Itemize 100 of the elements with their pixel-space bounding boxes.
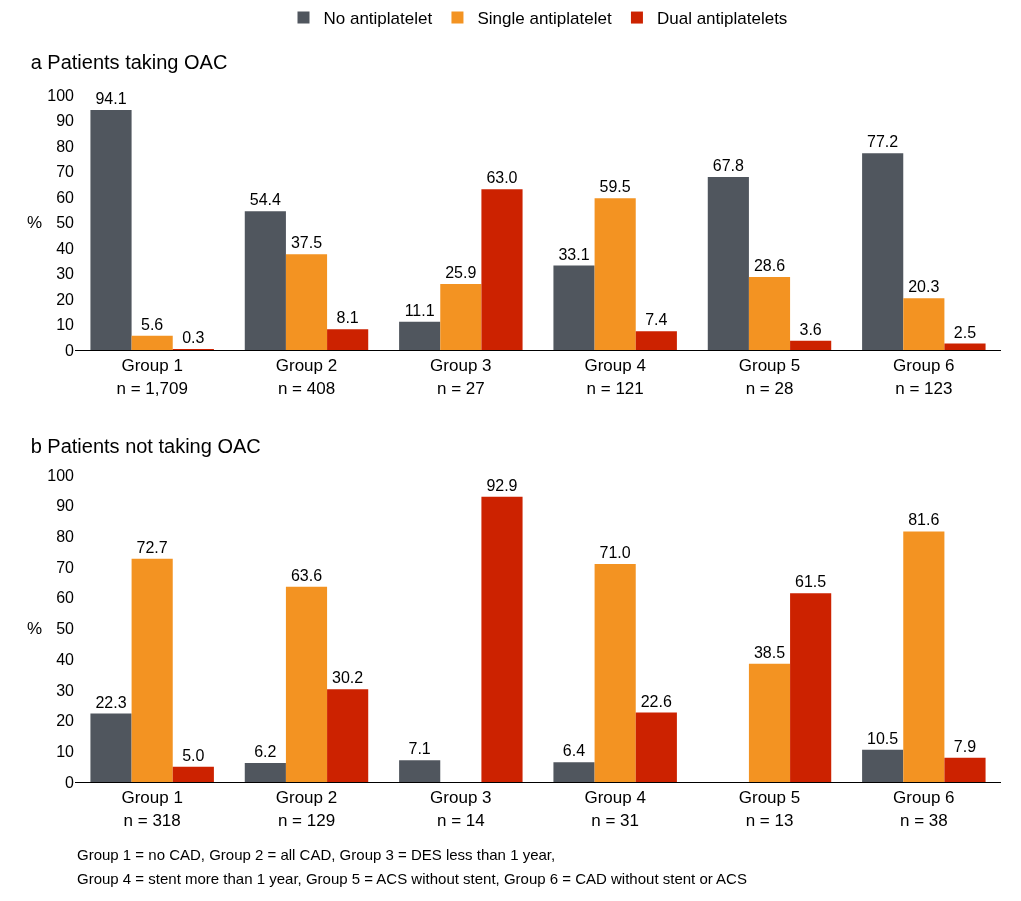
data-label: 67.8 [712, 157, 744, 175]
bar [790, 593, 832, 782]
bar [172, 766, 214, 782]
x-tick-label: Group 4 n = 121 [584, 356, 646, 398]
y-tick-label: 10 [56, 742, 75, 760]
x-tick-label: Group 5 n = 28 [738, 356, 801, 398]
bar [90, 713, 132, 782]
y-tick-label: 100 [47, 466, 75, 484]
x-tick-label: Group 5 n = 13 [738, 788, 801, 830]
legend-label: No antiplatelet [323, 9, 433, 29]
data-label: 5.6 [140, 315, 164, 333]
bar [790, 340, 832, 350]
y-tick-label: 30 [56, 681, 75, 699]
bar [244, 762, 286, 782]
bar [481, 189, 523, 350]
bar [90, 110, 132, 350]
bar [131, 335, 173, 350]
data-label: 7.4 [645, 311, 668, 329]
y-tick-label: 100 [47, 86, 75, 104]
bar [594, 198, 636, 350]
bar [481, 496, 523, 782]
bar [862, 749, 904, 782]
bar [327, 329, 369, 350]
bar [862, 153, 904, 350]
y-tick-label: 20 [56, 712, 75, 730]
y-tick-label: 10 [56, 316, 75, 334]
data-label: 28.6 [753, 257, 786, 275]
data-label: 7.9 [953, 737, 977, 755]
data-label: 10.5 [867, 729, 899, 747]
x-tick-label: Group 6 n = 123 [893, 356, 955, 398]
data-label: 6.2 [254, 742, 277, 760]
data-label: 20.3 [908, 278, 940, 296]
bar [748, 277, 791, 350]
y-tick-label: 20 [56, 290, 75, 308]
bar [707, 177, 749, 350]
x-tick-label: Group 2 n = 408 [275, 356, 338, 398]
bar [440, 283, 482, 350]
y-tick-label: 80 [56, 528, 75, 545]
data-label: 92.9 [486, 476, 518, 494]
y-tick-label: 30 [56, 265, 75, 283]
chart-title: a Patients taking OAC [30, 50, 228, 73]
y-tick-label: 60 [56, 188, 75, 206]
data-label: 22.6 [640, 692, 672, 710]
bar [635, 712, 677, 782]
bar [944, 757, 986, 782]
data-label: 7.1 [408, 740, 431, 758]
bar [553, 265, 595, 350]
bar [748, 663, 791, 782]
bar [903, 298, 945, 350]
data-label: 37.5 [290, 234, 323, 252]
data-label: 59.5 [599, 178, 631, 196]
data-label: 0.3 [182, 329, 205, 346]
data-label: 81.6 [908, 511, 940, 529]
chart-title: b Patients not taking OAC [30, 435, 261, 458]
bar [327, 689, 369, 782]
data-label: 6.4 [562, 742, 586, 760]
bar [635, 331, 677, 350]
data-label: 72.7 [136, 538, 168, 556]
data-label: 22.3 [95, 693, 127, 711]
y-tick-label: 0 [65, 773, 75, 791]
legend-label: Single antiplatelet [477, 9, 612, 29]
x-tick-label: Group 6 n = 38 [893, 788, 955, 830]
data-label: 63.0 [486, 169, 518, 187]
data-label: 3.6 [799, 320, 822, 338]
x-tick-label: Group 2 n = 129 [275, 788, 338, 830]
text: Group 1 = no CAD, Group 2 = all CAD, Group 3 = DES less than 1 year, [77, 846, 556, 863]
bar [399, 321, 441, 350]
bar [553, 762, 595, 782]
data-label: 11.1 [404, 301, 435, 319]
y-tick-label: 90 [56, 497, 75, 515]
legend-label: Dual antiplatelets [656, 9, 788, 29]
y-tick-label: 40 [56, 650, 75, 668]
data-label: 33.1 [558, 245, 590, 263]
x-tick-label: Group 3 n = 27 [430, 356, 492, 398]
x-tick-label: Group 1 n = 318 [121, 788, 183, 830]
data-label: 54.4 [249, 191, 281, 209]
x-tick-label: Group 3 n = 14 [430, 788, 492, 830]
x-tick-label: Group 1 n = 1,709 [116, 356, 188, 398]
y-tick-label: 50 [56, 620, 75, 638]
bar [285, 254, 328, 350]
y-tick-label: 40 [56, 239, 75, 257]
bar [285, 586, 328, 782]
bar [244, 211, 286, 350]
bar [399, 760, 441, 782]
bar [131, 558, 173, 782]
bar [944, 343, 986, 350]
y-tick-label: 90 [56, 112, 75, 130]
data-label: 61.5 [795, 573, 827, 591]
y-tick-label: 80 [56, 137, 75, 155]
data-label: 30.2 [332, 669, 364, 687]
y-axis-title: % [27, 213, 43, 232]
bar [594, 564, 636, 782]
data-label: 5.0 [182, 746, 205, 764]
y-tick-label: 50 [56, 214, 75, 232]
data-label: 38.5 [753, 643, 786, 661]
bar [903, 531, 945, 782]
data-label: 8.1 [336, 309, 359, 327]
y-tick-label: 70 [56, 163, 75, 181]
y-tick-label: 70 [56, 558, 75, 576]
data-label: 77.2 [867, 133, 899, 151]
